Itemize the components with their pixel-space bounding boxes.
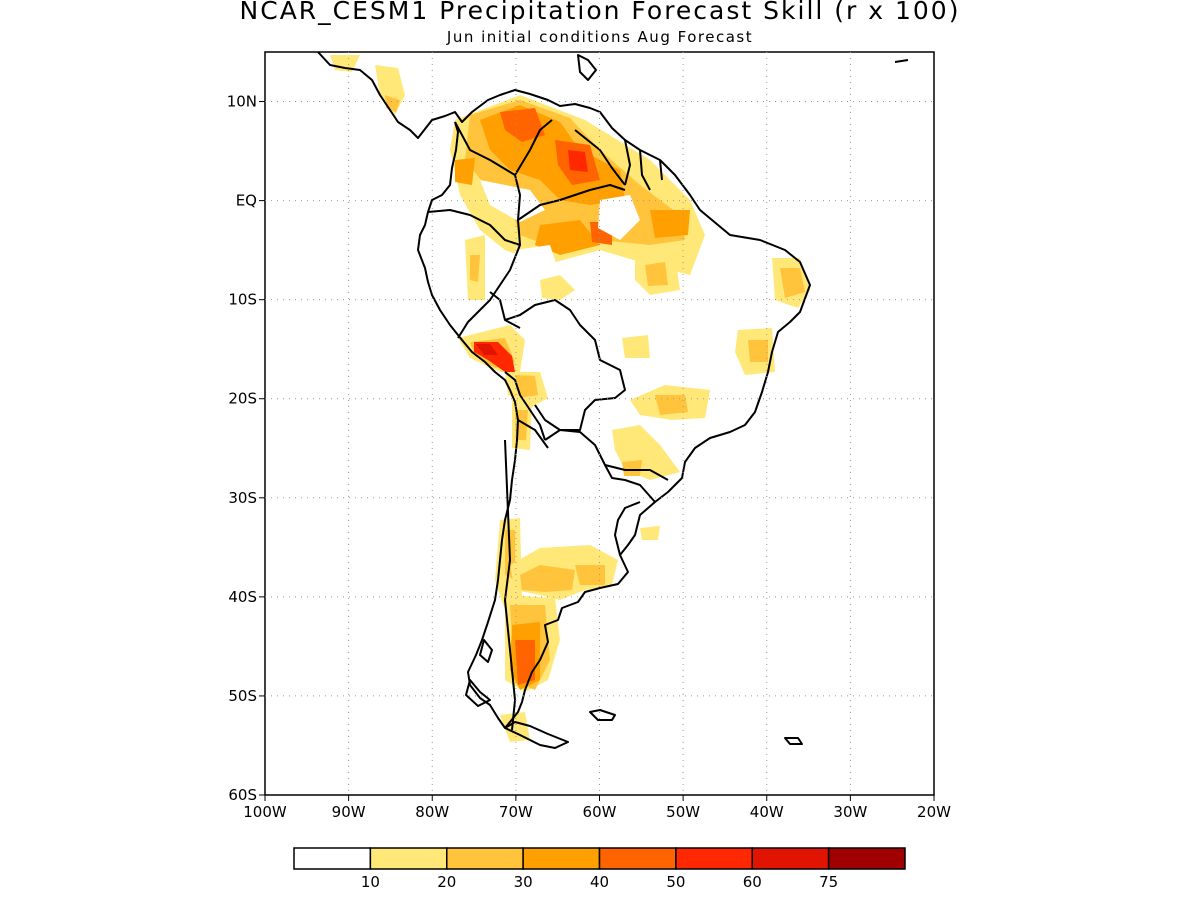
legend-swatch	[675, 847, 753, 870]
lat-tick-label: 40S	[228, 588, 257, 606]
legend-swatch	[827, 847, 906, 870]
lat-tick-label: 20S	[228, 390, 257, 408]
map-title: NCAR_CESM1 Precipitation Forecast Skill …	[239, 0, 961, 25]
legend-swatch	[522, 847, 601, 870]
color-legend: 10 20 30 40 50 60 75	[293, 847, 906, 891]
lon-tick-label: 70W	[499, 803, 533, 821]
legend-swatch	[598, 847, 677, 870]
legend-label: 75	[819, 873, 838, 891]
lat-tick-label: 30S	[228, 489, 257, 507]
lat-tick-label: EQ	[236, 192, 257, 210]
lon-tick-label: 40W	[750, 803, 784, 821]
lon-tick-label: 100W	[243, 803, 287, 821]
legend-label: 50	[666, 873, 685, 891]
lon-tick-label: 60W	[583, 803, 617, 821]
legend-swatch	[446, 847, 524, 870]
legend-label: 10	[361, 873, 380, 891]
lat-tick-label: 10S	[228, 291, 257, 309]
lat-tick-label: 50S	[228, 687, 257, 705]
lon-tick-label: 50W	[666, 803, 700, 821]
coastlines	[317, 52, 909, 749]
legend-swatch	[751, 847, 830, 870]
legend-label: 40	[590, 873, 609, 891]
legend-swatch	[369, 847, 448, 870]
legend-label: 30	[514, 873, 533, 891]
axis-ticks: 100W 90W 80W 70W 60W 50W 40W 30W 20W 10N EQ 10S 20S 3…	[227, 93, 951, 821]
lon-tick-label: 90W	[332, 803, 366, 821]
legend-label: 60	[743, 873, 762, 891]
lat-tick-label: 60S	[228, 786, 257, 804]
lon-tick-label: 80W	[415, 803, 449, 821]
skill-shading	[330, 55, 810, 742]
legend-swatch	[293, 847, 372, 870]
lat-tick-label: 10N	[227, 93, 257, 111]
lon-tick-label: 20W	[917, 803, 951, 821]
lon-tick-label: 30W	[833, 803, 867, 821]
map-subtitle: Jun initial conditions Aug Forecast	[446, 28, 754, 46]
legend-label: 20	[437, 873, 456, 891]
